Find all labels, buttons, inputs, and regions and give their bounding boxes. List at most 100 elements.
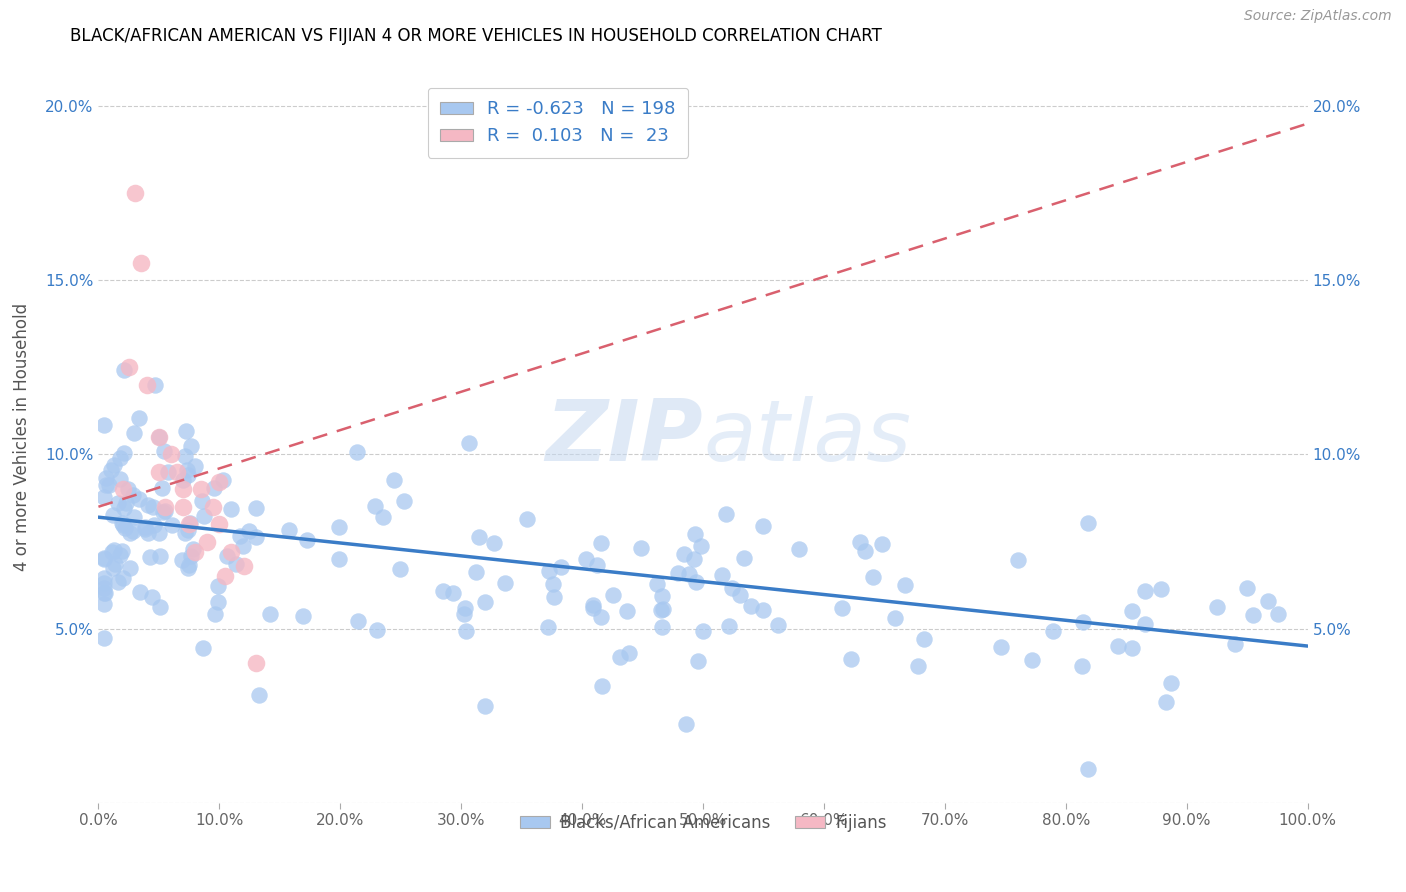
Point: [831, 601, 853, 615]
Point: [128, 585, 150, 599]
Point: [103, 542, 125, 557]
Legend: Blacks/African Americans, Fijians: Blacks/African Americans, Fijians: [513, 807, 893, 838]
Point: [1267, 607, 1289, 622]
Point: [204, 607, 226, 621]
Point: [238, 524, 260, 539]
Point: [1071, 658, 1094, 673]
Point: [494, 575, 516, 590]
Text: BLACK/AFRICAN AMERICAN VS FIJIAN 4 OR MORE VEHICLES IN HOUSEHOLD CORRELATION CHA: BLACK/AFRICAN AMERICAN VS FIJIAN 4 OR MO…: [70, 27, 882, 45]
Point: [111, 518, 134, 533]
Point: [456, 624, 478, 639]
Point: [148, 465, 170, 479]
Point: [752, 519, 775, 533]
Point: [208, 517, 231, 532]
Point: [388, 562, 411, 576]
Point: [232, 558, 254, 573]
Point: [112, 500, 135, 515]
Text: Source: ZipAtlas.com: Source: ZipAtlas.com: [1244, 9, 1392, 23]
Point: [714, 507, 737, 521]
Point: [115, 496, 138, 510]
Point: [853, 544, 876, 558]
Point: [1154, 695, 1177, 709]
Point: [215, 549, 238, 564]
Point: [107, 574, 129, 589]
Point: [108, 549, 131, 563]
Point: [214, 569, 236, 583]
Point: [108, 472, 131, 486]
Y-axis label: 4 or more Vehicles in Household: 4 or more Vehicles in Household: [13, 303, 31, 571]
Point: [174, 526, 197, 541]
Point: [221, 545, 243, 559]
Point: [1121, 604, 1143, 618]
Point: [207, 595, 229, 609]
Point: [516, 511, 538, 525]
Point: [212, 473, 235, 487]
Point: [111, 516, 134, 531]
Point: [208, 475, 231, 490]
Point: [1236, 581, 1258, 595]
Point: [202, 500, 225, 514]
Point: [537, 564, 560, 578]
Text: ZIP: ZIP: [546, 395, 703, 479]
Point: [97, 478, 120, 492]
Point: [162, 517, 184, 532]
Point: [118, 360, 141, 375]
Point: [129, 256, 152, 270]
Point: [1223, 637, 1246, 651]
Point: [454, 601, 477, 615]
Point: [366, 624, 388, 638]
Point: [172, 553, 194, 567]
Point: [582, 598, 605, 612]
Point: [139, 549, 162, 564]
Point: [675, 717, 697, 731]
Point: [432, 583, 454, 598]
Point: [457, 435, 479, 450]
Point: [1206, 599, 1229, 614]
Point: [651, 589, 673, 603]
Point: [586, 558, 609, 573]
Point: [550, 560, 572, 574]
Point: [183, 542, 205, 557]
Point: [172, 483, 194, 497]
Point: [93, 571, 115, 585]
Point: [184, 459, 207, 474]
Point: [591, 610, 613, 624]
Point: [328, 552, 350, 566]
Point: [173, 449, 195, 463]
Point: [93, 491, 115, 505]
Point: [392, 494, 415, 508]
Point: [1241, 608, 1264, 623]
Point: [176, 523, 198, 537]
Point: [177, 561, 200, 575]
Point: [143, 517, 166, 532]
Point: [728, 588, 751, 602]
Point: [93, 417, 115, 432]
Point: [247, 688, 270, 702]
Point: [177, 467, 200, 482]
Point: [232, 539, 254, 553]
Point: [602, 588, 624, 602]
Point: [645, 576, 668, 591]
Point: [364, 499, 387, 513]
Point: [107, 496, 129, 510]
Point: [733, 550, 755, 565]
Point: [1160, 676, 1182, 690]
Point: [912, 632, 935, 646]
Point: [103, 458, 125, 473]
Point: [135, 377, 157, 392]
Point: [740, 599, 762, 613]
Point: [93, 586, 115, 600]
Point: [153, 504, 176, 518]
Point: [453, 607, 475, 622]
Point: [179, 516, 201, 530]
Point: [382, 473, 405, 487]
Point: [617, 646, 640, 660]
Point: [907, 659, 929, 673]
Point: [93, 631, 115, 645]
Point: [114, 521, 136, 535]
Point: [575, 552, 598, 566]
Point: [1021, 653, 1043, 667]
Point: [184, 545, 207, 559]
Point: [666, 566, 689, 580]
Point: [157, 465, 180, 479]
